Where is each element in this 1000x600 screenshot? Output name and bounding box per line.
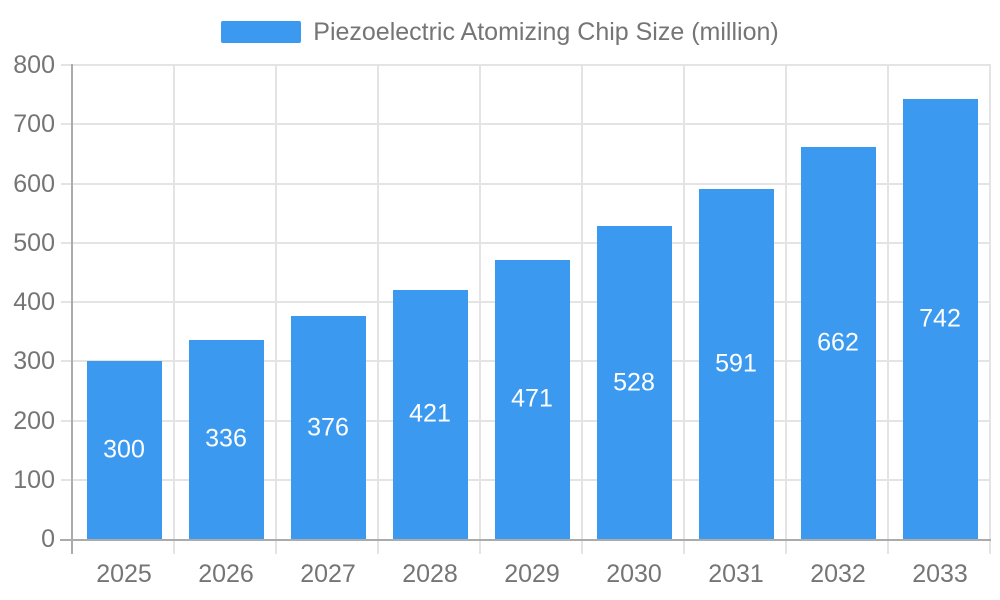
bar-value-label: 421	[409, 399, 451, 428]
y-axis-tick-label: 400	[13, 288, 55, 316]
y-axis-tick-label: 0	[41, 525, 55, 553]
legend[interactable]: Piezoelectric Atomizing Chip Size (milli…	[0, 17, 1000, 46]
bar-value-label: 300	[103, 435, 145, 464]
x-axis-tick-label: 2028	[402, 560, 458, 588]
gridline-horizontal	[61, 64, 991, 66]
bar-value-label: 528	[613, 368, 655, 397]
gridline-vertical	[887, 65, 889, 554]
x-axis-tick-label: 2029	[504, 560, 560, 588]
gridline-vertical	[581, 65, 583, 554]
y-axis-tick-label: 200	[13, 406, 55, 435]
gridline-vertical	[785, 65, 787, 554]
y-axis-tick-label: 500	[13, 228, 55, 257]
gridline-vertical	[479, 65, 481, 554]
bar[interactable]	[392, 289, 468, 539]
y-axis-tick-label: 600	[13, 169, 55, 198]
x-axis-tick-label: 2027	[300, 560, 356, 588]
y-axis-tick-label: 300	[13, 347, 55, 376]
bar-value-label: 662	[817, 328, 859, 357]
bar-value-label: 336	[205, 424, 247, 453]
x-axis-tick-label: 2026	[198, 560, 254, 588]
gridline-vertical	[683, 65, 685, 554]
bar[interactable]	[902, 99, 978, 539]
bar[interactable]	[698, 188, 774, 539]
legend-swatch	[221, 21, 302, 43]
x-axis-tick-label: 2025	[96, 560, 152, 588]
x-axis-tick-label: 2033	[912, 560, 968, 588]
y-axis-line	[71, 64, 73, 554]
bar[interactable]	[188, 339, 264, 539]
x-axis-line	[60, 539, 991, 541]
gridline-horizontal	[61, 182, 991, 185]
y-axis-tick-label: 800	[13, 51, 55, 79]
bar-value-label: 591	[715, 349, 757, 378]
bar[interactable]	[86, 361, 162, 539]
gridline-vertical	[173, 65, 175, 554]
legend-label: Piezoelectric Atomizing Chip Size (milli…	[313, 17, 779, 46]
bar[interactable]	[494, 259, 570, 539]
gridline-vertical	[275, 65, 277, 554]
x-axis-tick-label: 2031	[708, 560, 764, 588]
gridline-horizontal	[61, 123, 991, 126]
x-axis-tick-label: 2032	[810, 560, 866, 588]
bar-value-label: 742	[919, 304, 961, 333]
gridline-horizontal	[61, 241, 991, 244]
x-axis-tick-label: 2030	[606, 560, 662, 588]
bar-value-label: 376	[307, 413, 349, 442]
y-axis-tick-label: 700	[13, 110, 55, 139]
bar-value-label: 471	[511, 384, 553, 413]
gridline-vertical	[377, 65, 379, 554]
y-axis-tick-label: 100	[13, 465, 55, 494]
bar[interactable]	[290, 316, 366, 539]
gridline-vertical	[989, 65, 991, 554]
bar[interactable]	[596, 226, 672, 539]
bar[interactable]	[800, 146, 876, 539]
